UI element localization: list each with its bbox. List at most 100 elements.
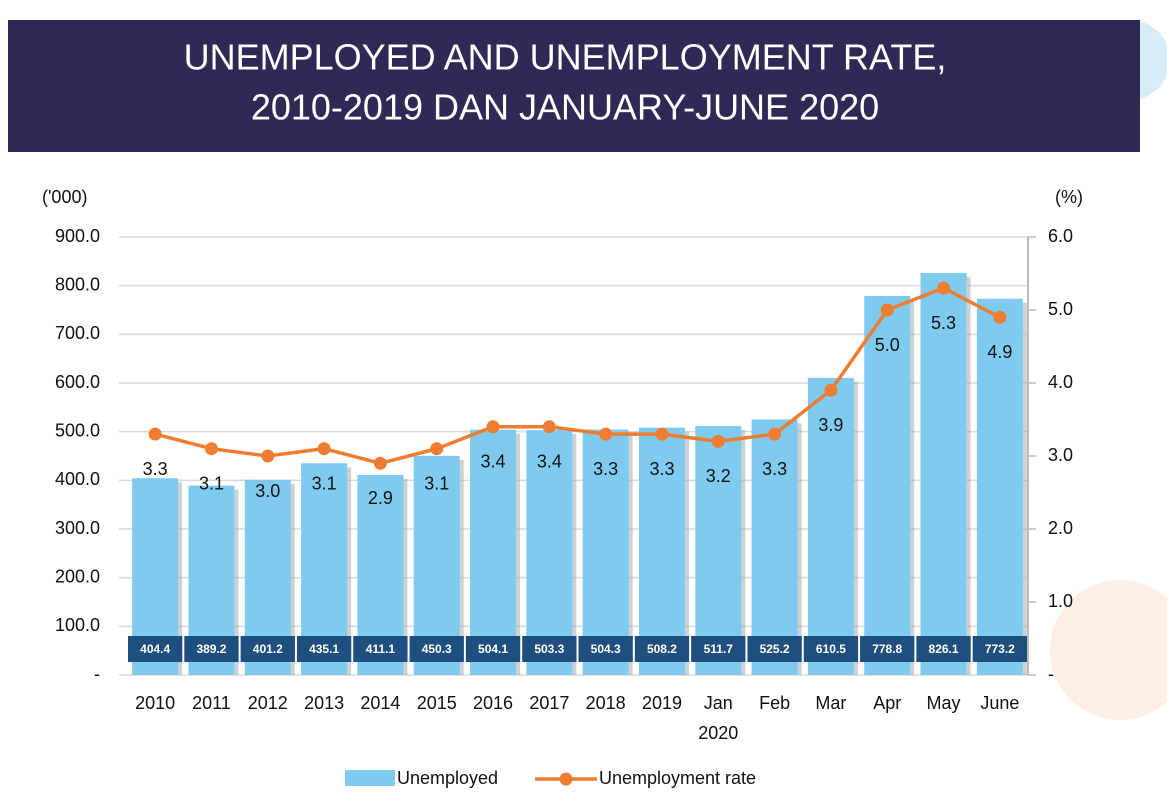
- y2-tick-label: -: [1048, 664, 1054, 684]
- bar-label-box: [578, 636, 633, 662]
- y2-tick-label: 5.0: [1048, 299, 1073, 319]
- bar-label-box: [465, 636, 521, 662]
- legend-label: Unemployed: [397, 768, 498, 788]
- legend-marker: [559, 772, 573, 786]
- x-tick-label: 2016: [473, 693, 513, 713]
- bar-label-box: [128, 636, 183, 662]
- x-tick-sublabel: 2020: [698, 723, 738, 743]
- bar: [695, 425, 742, 675]
- bar-label-box: [522, 636, 577, 662]
- line-value-label: 3.4: [481, 452, 506, 472]
- bar-value-label: 525.2: [760, 642, 790, 656]
- line-marker: [373, 456, 387, 470]
- y-tick-label: -: [94, 664, 100, 684]
- x-tick-label: 2017: [529, 693, 569, 713]
- line-value-label: 3.1: [199, 473, 224, 493]
- bar-value-label: 778.8: [872, 642, 902, 656]
- line-value-label: 3.3: [593, 459, 618, 479]
- x-tick-label: Feb: [759, 693, 790, 713]
- bar-value-label: 411.1: [366, 642, 396, 656]
- line-marker: [937, 281, 951, 295]
- title-banner: [8, 20, 1140, 152]
- bar-label-box: [634, 636, 690, 662]
- line-marker: [880, 303, 894, 317]
- legend-label: Unemployment rate: [599, 768, 756, 788]
- legend-swatch: [345, 770, 395, 786]
- bar-value-label: 504.1: [478, 642, 508, 656]
- line-value-label: 2.9: [368, 488, 393, 508]
- line-value-label: 3.9: [818, 415, 843, 435]
- bar-label-box: [972, 636, 1027, 662]
- line-marker: [486, 420, 500, 434]
- bar-label-box: [296, 636, 352, 662]
- x-tick-label: 2014: [360, 693, 400, 713]
- x-tick-label: June: [980, 693, 1019, 713]
- y2-tick-label: 1.0: [1048, 591, 1073, 611]
- x-tick-label: Jan: [704, 693, 733, 713]
- bar: [920, 272, 967, 675]
- bar-value-label: 450.3: [422, 642, 452, 656]
- line-value-label: 3.0: [255, 481, 280, 501]
- bar-label-box: [353, 636, 408, 662]
- bar: [751, 419, 798, 675]
- y-tick-label: 500.0: [55, 420, 100, 440]
- bar-label-box: [184, 636, 239, 662]
- decoration: [1050, 580, 1167, 720]
- y2-tick-label: 2.0: [1048, 518, 1073, 538]
- bar-value-label: 508.2: [647, 642, 677, 656]
- x-tick-label: 2019: [642, 693, 682, 713]
- bar-label-box: [860, 636, 915, 662]
- x-tick-label: 2018: [586, 693, 626, 713]
- bar-label-box: [747, 636, 802, 662]
- chart-title: UNEMPLOYED AND UNEMPLOYMENT RATE,: [184, 37, 947, 78]
- bar-value-label: 389.2: [196, 642, 226, 656]
- chart-title: 2010-2019 DAN JANUARY-JUNE 2020: [251, 87, 879, 128]
- line-marker: [824, 383, 838, 397]
- line-value-label: 4.9: [987, 342, 1012, 362]
- y-tick-label: 700.0: [55, 323, 100, 343]
- y-tick-label: 400.0: [55, 469, 100, 489]
- x-tick-label: 2015: [417, 693, 457, 713]
- line-value-label: 5.0: [875, 335, 900, 355]
- line-value-label: 3.3: [762, 459, 787, 479]
- line-marker: [148, 427, 162, 441]
- bar-value-label: 504.3: [591, 642, 621, 656]
- line-marker: [430, 442, 444, 456]
- bar-value-label: 401.2: [253, 642, 283, 656]
- bar-value-label: 404.4: [140, 642, 170, 656]
- bar: [470, 429, 517, 675]
- bar-label-box: [803, 636, 859, 662]
- y-axis-label: ('000): [42, 187, 87, 207]
- bar-label-box: [691, 636, 746, 662]
- line-marker: [599, 427, 613, 441]
- line-marker: [317, 442, 331, 456]
- line-marker: [711, 434, 725, 448]
- y-tick-label: 300.0: [55, 518, 100, 538]
- y-tick-label: 100.0: [55, 615, 100, 635]
- bar-label-box: [409, 636, 464, 662]
- bar: [864, 295, 911, 675]
- line-value-label: 3.1: [424, 473, 449, 493]
- x-tick-label: 2011: [192, 693, 231, 713]
- line-marker: [261, 449, 275, 463]
- y-tick-label: 600.0: [55, 372, 100, 392]
- x-tick-label: May: [927, 693, 961, 713]
- y2-axis-label: (%): [1055, 187, 1083, 207]
- x-tick-label: Mar: [815, 693, 846, 713]
- bar-value-label: 511.7: [704, 642, 734, 656]
- y2-tick-label: 6.0: [1048, 226, 1073, 246]
- bar: [582, 429, 629, 675]
- bar-value-label: 435.1: [309, 642, 339, 656]
- bar-value-label: 610.5: [816, 642, 846, 656]
- x-tick-label: 2013: [304, 693, 344, 713]
- line-marker: [768, 427, 782, 441]
- bar-label-box: [240, 636, 295, 662]
- line-marker: [655, 427, 669, 441]
- line-value-label: 3.3: [143, 459, 168, 479]
- y-tick-label: 200.0: [55, 566, 100, 586]
- line-value-label: 3.4: [537, 452, 562, 472]
- bar-value-label: 826.1: [929, 642, 959, 656]
- line-value-label: 5.3: [931, 313, 956, 333]
- y-tick-label: 800.0: [55, 274, 100, 294]
